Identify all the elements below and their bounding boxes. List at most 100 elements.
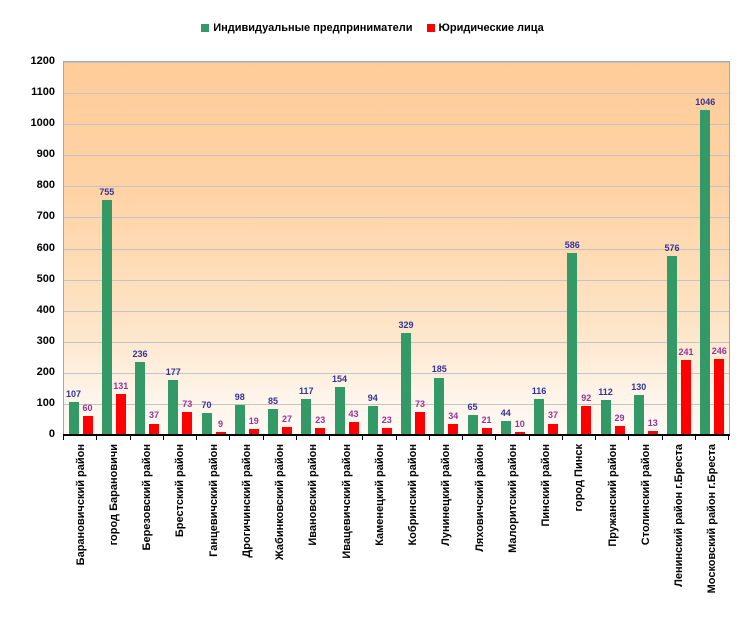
x-axis-label-text: Ивановский район: [307, 444, 320, 546]
x-axis-tick: [229, 436, 230, 440]
bar-individual: [401, 332, 411, 435]
bar-individual: [700, 109, 711, 435]
y-axis-label: 900: [36, 148, 55, 161]
x-axis-label-text: Малоритский район: [506, 444, 519, 553]
bar-value-label: 98: [234, 391, 245, 402]
legend-item-individual: Индивидуальные предприниматели: [201, 22, 413, 34]
y-axis-label: 200: [36, 365, 55, 378]
x-axis-label: город Барановичи: [97, 444, 130, 616]
bar-legal: [481, 428, 492, 435]
bar-individual: [600, 400, 611, 435]
x-axis-label: Столинский район: [629, 444, 662, 616]
bar-value-label: 9: [217, 419, 223, 430]
x-axis-label-text: Ганцевичский район: [207, 444, 220, 557]
x-axis-label-text: город Пинск: [573, 444, 586, 512]
x-axis-tick: [96, 436, 97, 440]
x-axis-label-text: Жабинковский район: [274, 444, 287, 561]
bar-individual: [667, 255, 677, 435]
gridline: [64, 217, 729, 219]
bar-value-label: 60: [82, 403, 93, 414]
legend-label-individual: Индивидуальные предприниматели: [213, 22, 413, 34]
bar-value-label: 70: [201, 400, 212, 411]
bar-value-label: 755: [99, 187, 115, 198]
bar-individual: [101, 200, 112, 435]
bar-individual: [434, 377, 445, 435]
y-axis-label: 1100: [31, 86, 55, 99]
y-axis-label: 300: [36, 334, 55, 347]
bar-value-label: 92: [581, 393, 592, 404]
bar-legal: [149, 423, 159, 435]
gridline: [64, 248, 729, 250]
bar-value-label: 34: [448, 411, 459, 422]
bar-value-label: 576: [664, 242, 680, 253]
x-axis-label-text: Пинский район: [540, 444, 553, 527]
x-axis-tick: [296, 436, 297, 440]
y-axis-label: 1200: [30, 55, 55, 67]
x-axis-label-text: Брестский район: [174, 444, 187, 538]
x-axis-label: Ивановский район: [297, 444, 330, 616]
gridline: [64, 62, 729, 63]
legend-item-legal: Юридические лица: [426, 22, 544, 34]
bar-individual: [301, 398, 312, 435]
bar-legal: [548, 423, 558, 435]
bar-value-label: 236: [132, 348, 148, 359]
x-axis-tick: [728, 436, 729, 440]
bar-value-label: 21: [481, 415, 492, 426]
bar-value-label: 185: [431, 364, 447, 375]
x-axis-label: Ляховичский район: [463, 444, 496, 616]
x-axis-label-text: Барановичский район: [74, 444, 87, 566]
bar-individual: [201, 413, 212, 435]
x-axis-tick: [329, 436, 330, 440]
bar-value-label: 27: [281, 413, 292, 424]
y-axis-label: 500: [36, 272, 55, 285]
x-axis-tick: [429, 436, 430, 440]
x-axis-label: Ивацевичский район: [330, 444, 363, 616]
bar-individual: [467, 414, 478, 435]
bar-individual: [500, 421, 511, 435]
x-axis-tick: [396, 436, 397, 440]
bar-legal: [115, 394, 126, 435]
bar-value-label: 37: [148, 410, 159, 421]
bar-individual: [234, 404, 245, 435]
gridline: [64, 279, 729, 281]
x-axis-tick: [695, 436, 696, 440]
bar-legal: [381, 427, 392, 435]
x-axis-label-text: Березовский район: [141, 444, 154, 551]
x-axis-label-text: Лунинецкий район: [440, 444, 453, 546]
x-axis-label: Жабинковский район: [264, 444, 297, 616]
x-axis-label-text: город Барановичи: [107, 444, 120, 546]
x-axis-label: Лунинецкий район: [430, 444, 463, 616]
legend-swatch-individual-icon: [201, 24, 210, 32]
x-axis-label-text: Пружанский район: [606, 444, 619, 547]
bar-individual: [367, 405, 378, 435]
y-axis-label: 0: [48, 428, 55, 440]
gridline: [64, 310, 729, 312]
bar-legal: [82, 416, 93, 435]
x-axis-tick: [495, 436, 496, 440]
x-axis-label-text: Ляховичский район: [473, 444, 486, 552]
bar-individual: [68, 401, 79, 435]
bar-value-label: 154: [331, 374, 348, 385]
bar-value-label: 329: [398, 319, 414, 330]
bar-value-label: 19: [248, 416, 259, 427]
bar-value-label: 23: [315, 414, 326, 425]
x-axis-tick: [562, 436, 563, 440]
legend-label-legal: Юридические лица: [438, 22, 544, 34]
x-axis-label-text: Кобринский район: [407, 444, 420, 546]
bar-value-label: 586: [564, 239, 580, 250]
bar-value-label: 10: [514, 418, 525, 429]
bar-legal: [514, 431, 525, 435]
x-axis-label-text: Ленинский район г.Бреста: [673, 444, 686, 587]
x-axis-label: Брестский район: [164, 444, 197, 616]
bar-legal: [182, 412, 193, 435]
x-axis-label-text: Ивацевичский район: [340, 444, 353, 559]
bar-legal: [581, 406, 592, 435]
bar-legal: [647, 430, 658, 435]
x-axis-label: Дрогичинский район: [230, 444, 263, 616]
gridline: [64, 341, 729, 343]
bar-value-label: 246: [711, 345, 727, 356]
bar-individual: [567, 252, 578, 435]
x-axis-label: Пружанский район: [596, 444, 629, 616]
bar-value-label: 94: [367, 392, 378, 403]
